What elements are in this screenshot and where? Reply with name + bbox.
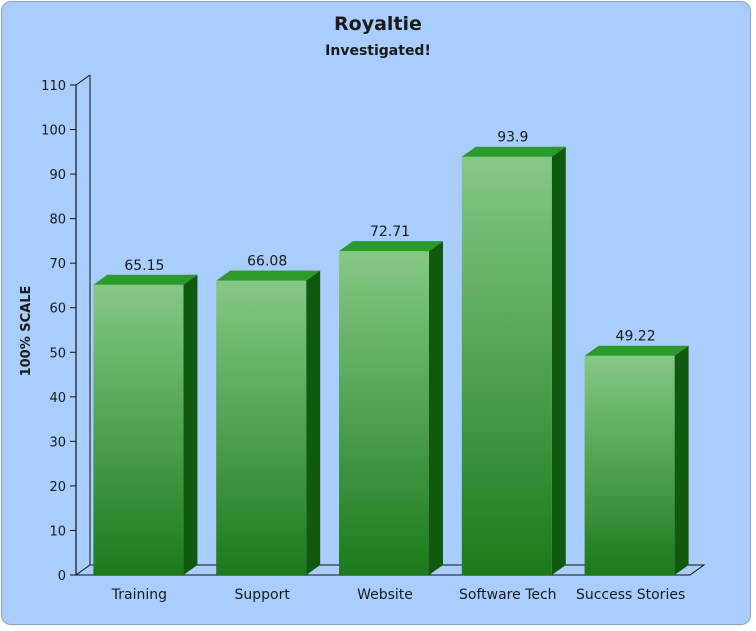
y-axis-ticks: 0 10 20 30 40 50 60 70 80 90 100 110 [41,79,76,584]
bar [216,280,307,575]
x-tick-label: Website [357,587,413,603]
y-tick-label: 60 [49,302,66,317]
bars: 65.15 66.08 72.71 93.9 49.22 [93,130,689,576]
y-axis-top-edge [75,74,91,86]
bar-side [183,274,198,575]
y-tick-label: 80 [49,213,66,228]
chart-title: Royaltie [334,13,422,35]
bar-side [429,241,443,576]
bar-side [551,146,566,575]
x-tick-label: Success Stories [576,587,685,603]
bar [584,355,675,575]
bar [339,251,429,576]
bar-value-label: 93.9 [497,130,528,146]
bar-side [306,270,321,575]
y-tick-label: 70 [49,257,66,272]
y-tick-label: 110 [41,79,66,94]
bar [461,156,552,575]
bar-value-label: 72.71 [370,224,410,240]
y-tick-label: 10 [49,524,66,539]
bar-value-label: 66.08 [247,254,287,270]
y-tick-label: 90 [49,168,66,183]
bar [93,284,184,575]
x-axis-labels: Training Support Website Software Tech Succe… [111,587,685,603]
y-tick-label: 0 [58,569,66,584]
x-tick-label: Software Tech [459,587,557,603]
y-tick-label: 20 [49,480,66,495]
y-tick-label: 50 [49,346,66,361]
chart-subtitle: Investigated! [325,43,431,59]
bar-top [339,241,443,252]
bar-side [674,345,689,575]
bar-value-label: 65.15 [124,258,164,274]
y-tick-label: 30 [49,435,66,450]
bar-top [461,146,566,157]
bar-top [93,274,198,285]
bar-top [584,345,689,356]
y-axis-label: 100% SCALE [19,286,34,377]
x-tick-label: Support [235,587,291,603]
y-tick-label: 40 [49,391,66,406]
bar-value-label: 49.22 [616,329,656,345]
bar-top [216,270,321,281]
x-tick-label: Training [111,587,167,603]
y-tick-label: 100 [41,124,66,139]
